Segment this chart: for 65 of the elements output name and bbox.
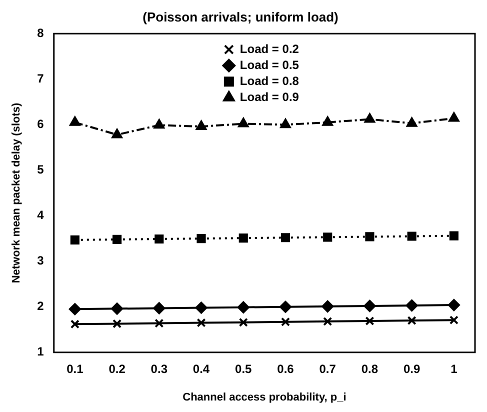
x-tick-label: 0.2: [108, 362, 126, 376]
point: [111, 302, 124, 315]
x-tick-label: 0.7: [319, 362, 336, 376]
point: [449, 316, 458, 325]
x-tick-label: 0.3: [150, 362, 168, 376]
point: [448, 299, 460, 312]
point: [237, 301, 250, 314]
point: [364, 300, 376, 312]
point: [153, 302, 166, 314]
point: [365, 316, 374, 326]
y-tick-label: 3: [37, 254, 44, 268]
point: [365, 232, 374, 242]
x-tick-label: 0.4: [192, 362, 210, 376]
point: [154, 234, 164, 244]
x-tick-label: 0.1: [66, 362, 84, 376]
x-tick-label: 0.9: [403, 362, 420, 376]
point: [195, 302, 208, 314]
point: [154, 318, 164, 328]
y-tick-label: 7: [37, 71, 44, 86]
x-axis-title: Channel access probability, p_i: [182, 391, 346, 404]
point: [406, 117, 418, 127]
x-tick-label: 0.6: [277, 362, 294, 376]
point: [448, 112, 460, 122]
x-tick-label: 0.5: [235, 362, 252, 376]
point: [196, 120, 207, 130]
y-tick-label: 8: [37, 26, 44, 40]
point: [279, 300, 292, 313]
point: [406, 299, 418, 312]
point: [238, 234, 248, 243]
legend-label: Load = 0.2: [240, 42, 300, 56]
point: [323, 232, 332, 242]
point: [70, 320, 80, 329]
point: [238, 118, 249, 128]
point: [238, 318, 248, 327]
point: [323, 316, 332, 326]
point: [280, 233, 290, 242]
point: [196, 318, 206, 328]
legend-label: Load = 0.9: [240, 90, 300, 104]
y-tick-label: 4: [37, 208, 44, 222]
y-tick-label: 5: [37, 162, 44, 177]
y-tick-label: 6: [37, 117, 44, 131]
point: [322, 116, 333, 126]
point: [112, 319, 122, 328]
y-tick-label: 1: [37, 344, 44, 359]
point: [112, 234, 122, 244]
x-tick-label: 1: [450, 362, 458, 376]
y-axis-title: Network mean packet delay (slots): [10, 102, 23, 284]
point: [68, 303, 81, 316]
point: [280, 118, 291, 128]
x-tick-label: 0.8: [361, 362, 378, 376]
point: [196, 234, 206, 244]
legend-label: Load = 0.5: [240, 58, 300, 72]
y-tick-label: 2: [37, 299, 44, 314]
point: [70, 116, 80, 126]
point: [407, 232, 416, 241]
point: [280, 317, 290, 326]
point: [112, 128, 122, 138]
legend-label: Load = 0.8: [240, 74, 300, 88]
chart-title: (Poisson arrivals; uniform load): [142, 9, 338, 24]
point: [364, 113, 376, 123]
point: [449, 231, 458, 240]
point: [70, 235, 80, 244]
point: [322, 300, 334, 312]
point: [407, 316, 416, 326]
point: [154, 119, 164, 129]
